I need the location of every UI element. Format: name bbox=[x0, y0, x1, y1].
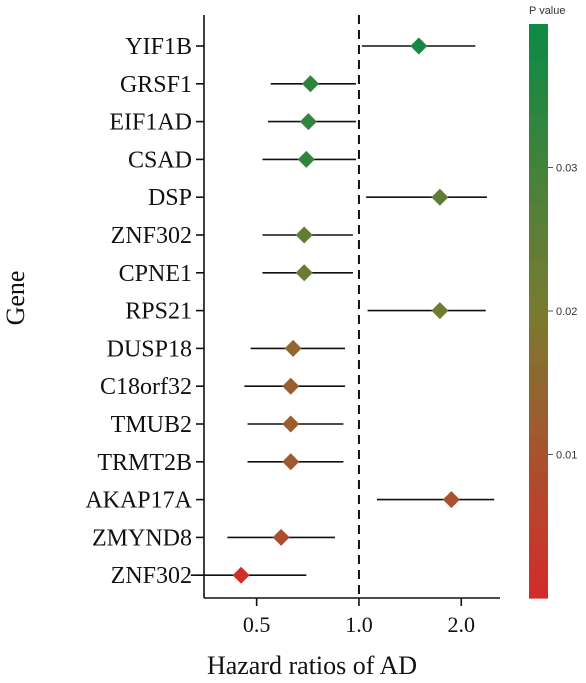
hr-point bbox=[295, 226, 313, 244]
colorbar-segment bbox=[529, 239, 548, 258]
x-tick-label: 2.0 bbox=[448, 612, 476, 637]
hr-point bbox=[282, 415, 300, 433]
gene-label: ZNF302 bbox=[111, 563, 192, 589]
colorbar-segment bbox=[529, 544, 548, 563]
colorbar-segment bbox=[529, 149, 548, 169]
hr-point bbox=[410, 37, 428, 55]
colorbar-segment bbox=[529, 257, 548, 276]
hr-point bbox=[431, 302, 449, 320]
hr-point bbox=[431, 188, 449, 206]
colorbar-segment bbox=[529, 472, 548, 491]
colorbar-segment bbox=[529, 508, 548, 527]
colorbar-segment bbox=[529, 526, 548, 545]
colorbar-segment bbox=[529, 95, 548, 115]
colorbar: 0.01 0.02 0.03 bbox=[529, 24, 577, 599]
x-tick-label: 1.0 bbox=[345, 612, 373, 637]
colorbar-tick-label: 0.03 bbox=[556, 163, 577, 175]
hr-point bbox=[299, 113, 317, 131]
colorbar-segment bbox=[529, 59, 548, 79]
x-tick-label: 0.5 bbox=[243, 612, 271, 637]
colorbar-segment bbox=[529, 562, 548, 581]
colorbar-segment bbox=[529, 400, 548, 420]
colorbar-segment bbox=[529, 221, 548, 240]
gene-label: RPS21 bbox=[125, 299, 192, 325]
colorbar-tick-label: 0.02 bbox=[556, 306, 577, 318]
colorbar-segment bbox=[529, 346, 548, 366]
gene-label: TMUB2 bbox=[111, 412, 192, 438]
colorbar-segment bbox=[529, 436, 548, 456]
colorbar-segment bbox=[529, 311, 548, 330]
hr-point bbox=[282, 377, 300, 395]
gene-labels: YIF1B GRSF1 EIF1AD CSAD DSP ZNF302 CPNE1 RPS21 D… bbox=[85, 34, 204, 589]
hr-point bbox=[272, 528, 290, 546]
colorbar-segment bbox=[529, 185, 548, 204]
hr-point bbox=[295, 264, 313, 282]
colorbar-tick-label: 0.01 bbox=[556, 450, 577, 462]
gene-label: GRSF1 bbox=[120, 72, 192, 98]
gene-label: EIF1AD bbox=[109, 110, 192, 136]
hr-point bbox=[442, 491, 460, 509]
gene-label: AKAP17A bbox=[85, 488, 192, 514]
colorbar-segment bbox=[529, 293, 548, 312]
x-axis: 0.5 1.0 2.0 bbox=[203, 15, 500, 637]
colorbar-segment bbox=[529, 454, 548, 474]
hr-point bbox=[282, 453, 300, 471]
colorbar-segment bbox=[529, 167, 548, 187]
colorbar-segment bbox=[529, 41, 548, 61]
colorbar-segment bbox=[529, 328, 548, 348]
hr-point bbox=[301, 75, 319, 93]
colorbar-segment bbox=[529, 24, 548, 43]
colorbar-segment bbox=[529, 131, 548, 151]
colorbar-segment bbox=[529, 113, 548, 133]
colorbar-title: P value bbox=[529, 5, 566, 17]
gene-label: ZMYND8 bbox=[92, 525, 192, 551]
colorbar-segment bbox=[529, 275, 548, 294]
y-axis-title: Gene bbox=[1, 271, 30, 326]
gene-label: CSAD bbox=[128, 147, 192, 173]
colorbar-segment bbox=[529, 203, 548, 222]
colorbar-segment bbox=[529, 77, 548, 97]
gene-label: CPNE1 bbox=[119, 261, 192, 287]
hr-point bbox=[284, 339, 302, 357]
colorbar-segment bbox=[529, 418, 548, 438]
colorbar-segment bbox=[529, 382, 548, 402]
hr-point bbox=[232, 566, 250, 584]
hr-point bbox=[297, 150, 315, 168]
x-axis-title: Hazard ratios of AD bbox=[207, 651, 417, 680]
gene-label: YIF1B bbox=[125, 34, 192, 60]
gene-label: ZNF302 bbox=[111, 223, 192, 249]
gene-label: DSP bbox=[148, 185, 192, 211]
gene-label: C18orf32 bbox=[100, 374, 192, 400]
plot-area bbox=[190, 15, 495, 598]
colorbar-segment bbox=[529, 580, 548, 599]
colorbar-segment bbox=[529, 364, 548, 384]
colorbar-segment bbox=[529, 490, 548, 509]
gene-label: DUSP18 bbox=[107, 336, 192, 362]
gene-label: TRMT2B bbox=[97, 450, 192, 476]
